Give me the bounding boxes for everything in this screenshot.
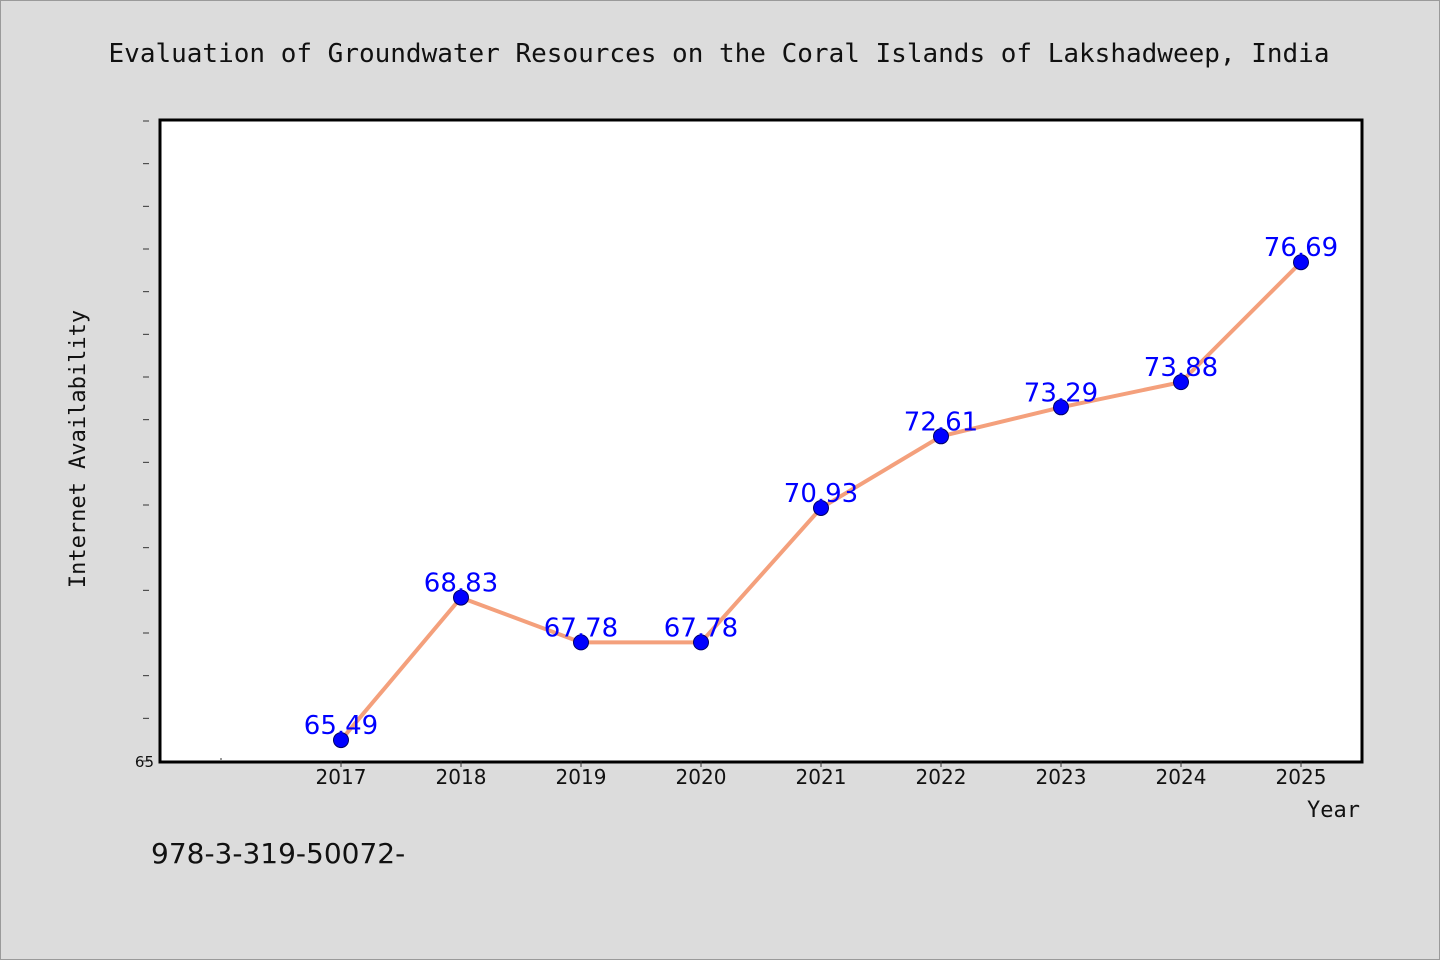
data-label: 72.61 (904, 407, 978, 437)
x-tick-label: 2022 (916, 765, 967, 789)
data-point (933, 428, 949, 445)
x-tick-label: 2018 (436, 765, 487, 789)
data-point (453, 589, 469, 606)
data-label: 67.78 (544, 613, 618, 643)
x-axis-label: Year (1307, 798, 1360, 823)
y-axis-ticks: 65 (135, 120, 154, 771)
x-tick-label: 2021 (796, 765, 847, 789)
data-label: 68.83 (424, 569, 498, 599)
data-labels: 65.49 68.83 67.78 67.78 70.93 72.61 73.29 73.88… (304, 233, 1338, 741)
y-axis-label: Internet Availability (66, 310, 91, 588)
data-point (813, 499, 829, 516)
data-label: 67.78 (664, 613, 738, 643)
data-label: 70.93 (784, 479, 858, 509)
data-markers (333, 254, 1309, 749)
data-point (1293, 254, 1309, 271)
chart-title: Evaluation of Groundwater Resources on t… (109, 39, 1330, 69)
footer-isbn-text: 978-3-319-50072- (151, 837, 405, 870)
x-tick-label: 2024 (1156, 765, 1207, 789)
x-tick-label: 2017 (316, 765, 367, 789)
data-point (573, 634, 589, 651)
plot-area (158, 118, 1364, 764)
data-point (333, 732, 349, 749)
data-point (693, 634, 709, 651)
y-tick-label: 65 (135, 753, 154, 771)
x-tick-label: 2019 (556, 765, 607, 789)
data-label: 76.69 (1264, 233, 1338, 263)
data-label: 65.49 (304, 711, 378, 741)
data-point (1173, 374, 1189, 391)
x-tick-label: 2020 (676, 765, 727, 789)
data-point (1053, 399, 1069, 416)
x-tick-label: 2023 (1036, 765, 1087, 789)
x-axis-ticks: 2017 2018 2019 2020 2021 2022 2023 2024 2025 (220, 758, 1327, 789)
data-label: 73.88 (1144, 353, 1218, 383)
x-tick-label: 2025 (1276, 765, 1327, 789)
data-label: 73.29 (1024, 378, 1098, 408)
